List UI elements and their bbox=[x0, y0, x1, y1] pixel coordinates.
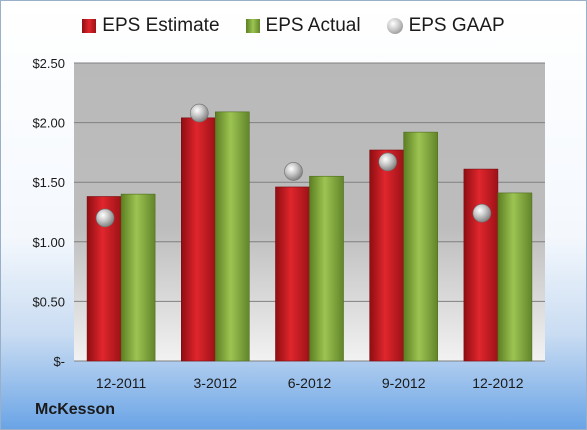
legend-item-estimate: EPS Estimate bbox=[82, 15, 220, 37]
x-tick-label: 12-2011 bbox=[96, 375, 147, 391]
legend-item-actual: EPS Actual bbox=[245, 15, 361, 37]
y-tick-label: $1.00 bbox=[32, 235, 65, 250]
x-tick-label: 12-2012 bbox=[472, 375, 524, 391]
legend-item-gaap: EPS GAAP bbox=[386, 15, 505, 37]
y-tick-label: $2.50 bbox=[32, 56, 65, 71]
company-label: McKesson bbox=[35, 401, 116, 418]
bar-eps-actual bbox=[215, 111, 250, 362]
bar-eps-estimate bbox=[275, 186, 310, 362]
legend-label-gaap: EPS GAAP bbox=[408, 15, 505, 36]
legend-swatch-gaap bbox=[386, 18, 403, 34]
point-eps-gaap bbox=[378, 152, 398, 172]
bar-eps-actual bbox=[309, 175, 344, 362]
y-axis-tick-labels: $- $0.50 $1.00 $1.50 $2.00 $2.50 bbox=[32, 56, 65, 369]
y-tick-label: $2.00 bbox=[32, 116, 65, 131]
legend-swatch-actual bbox=[245, 19, 260, 33]
y-tick-label: $0.50 bbox=[32, 294, 65, 309]
x-tick-label: 3-2012 bbox=[194, 375, 238, 391]
bar-eps-estimate bbox=[463, 168, 499, 362]
y-tick-label: $- bbox=[53, 354, 65, 369]
bar-eps-estimate bbox=[181, 117, 216, 362]
bar-eps-actual bbox=[403, 131, 439, 362]
point-eps-gaap bbox=[284, 162, 303, 181]
bars bbox=[86, 111, 533, 362]
legend-label-actual: EPS Actual bbox=[265, 15, 361, 36]
bar-eps-actual bbox=[497, 192, 533, 362]
point-eps-gaap bbox=[472, 203, 492, 223]
point-eps-gaap bbox=[190, 103, 209, 123]
legend: EPS Estimate EPS Actual EPS GAAP bbox=[1, 15, 586, 37]
bar-eps-estimate bbox=[369, 149, 405, 362]
y-tick-label: $1.50 bbox=[32, 175, 65, 190]
x-tick-label: 9-2012 bbox=[382, 375, 426, 391]
x-axis-tick-labels: 12-2011 3-2012 6-2012 9-2012 12-2012 bbox=[96, 375, 524, 391]
bar-eps-actual bbox=[120, 193, 156, 362]
gaap-points bbox=[95, 103, 492, 228]
legend-label-estimate: EPS Estimate bbox=[102, 15, 220, 36]
point-eps-gaap bbox=[95, 208, 115, 228]
x-tick-label: 6-2012 bbox=[288, 375, 332, 391]
legend-swatch-estimate bbox=[82, 19, 97, 33]
